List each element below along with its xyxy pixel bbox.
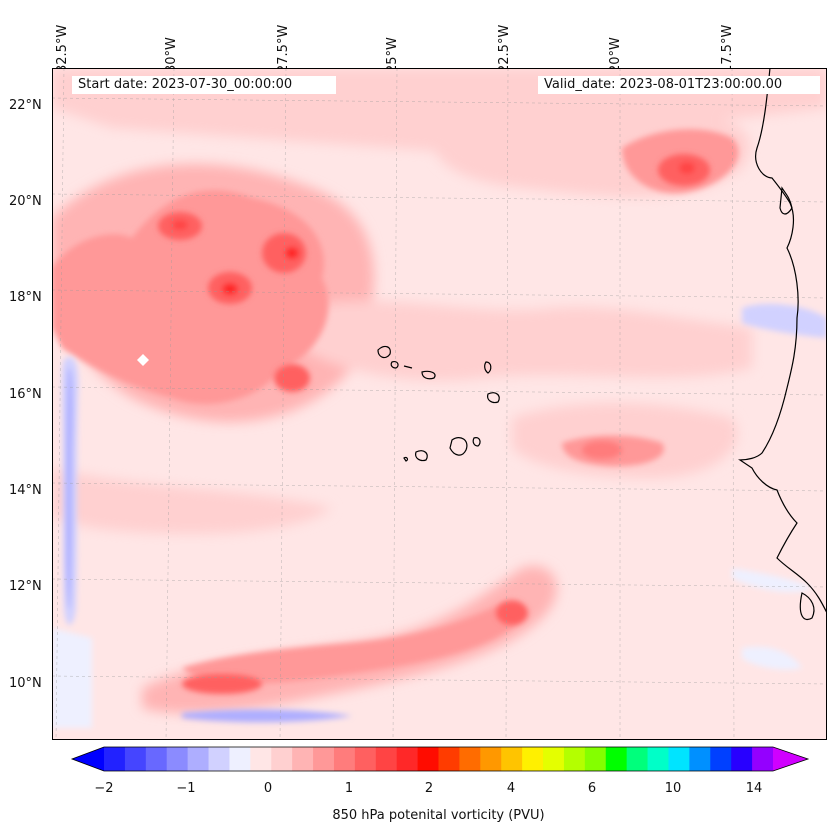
- colorbar-cell: [480, 747, 502, 771]
- graticule: [52, 68, 827, 740]
- colorbar-tick: 2: [424, 781, 434, 796]
- cape-verde-islands: [377, 345, 500, 462]
- colorbar-cell: [501, 747, 523, 771]
- colorbar-cell: [417, 747, 439, 771]
- lon-label-17-5w: 17.5°W: [720, 24, 735, 73]
- lat-label-16n: 16°N: [9, 387, 42, 402]
- start-date-label: Start date: 2023-07-30_00:00:00: [72, 76, 336, 94]
- storm-center-marker: [137, 354, 149, 366]
- colorbar-cell: [752, 747, 774, 771]
- colorbar-cell: [145, 747, 168, 771]
- lat-label-20n: 20°N: [9, 194, 42, 209]
- valid-date-label: Valid_date: 2023-08-01T23:00:00.00: [538, 76, 820, 94]
- map-frame: [52, 68, 827, 740]
- colorbar-extend-max: [773, 747, 808, 771]
- colorbar-extend-min: [72, 747, 104, 771]
- colorbar-cell: [668, 747, 690, 771]
- colorbar-cell: [124, 747, 147, 771]
- colorbar-label: 850 hPa potenital vorticity (PVU): [332, 808, 545, 823]
- colorbar-tick: 6: [587, 781, 597, 796]
- colorbar-cell: [522, 747, 544, 771]
- pv-contours-high: [158, 154, 710, 694]
- colorbar-cell: [710, 747, 732, 771]
- colorbar-cell: [313, 747, 335, 771]
- colorbar-tick: 10: [664, 781, 682, 796]
- colorbar-cell: [333, 747, 356, 771]
- colorbar-cell: [689, 747, 711, 771]
- lat-label-14n: 14°N: [9, 483, 42, 498]
- lon-label-22-5w: 22.5°W: [497, 24, 512, 73]
- colorbar-cell: [563, 747, 586, 771]
- colorbar-tick: 1: [344, 781, 354, 796]
- colorbar-cell: [647, 747, 669, 771]
- colorbar-cell: [396, 747, 419, 771]
- lon-label-27-5w: 27.5°W: [276, 24, 291, 73]
- lat-label-22n: 22°N: [9, 98, 42, 113]
- colorbar-cell: [354, 747, 377, 771]
- colorbar-cells: [70, 746, 810, 772]
- coastlines: [738, 68, 827, 621]
- colorbar-cell: [271, 747, 293, 771]
- colorbar-cell: [731, 747, 753, 771]
- colorbar-cell: [605, 747, 628, 771]
- colorbar-cell: [543, 747, 565, 771]
- colorbar-cell: [208, 747, 230, 771]
- colorbar-tick: 0: [263, 781, 273, 796]
- colorbar-tick: −2: [94, 781, 114, 796]
- lat-label-10n: 10°N: [9, 676, 42, 691]
- colorbar-cell: [187, 747, 210, 771]
- pv-map: [52, 68, 827, 740]
- lon-label-32-5w: 32.5°W: [55, 24, 70, 73]
- colorbar-tick: 14: [745, 781, 763, 796]
- colorbar-cell: [292, 747, 314, 771]
- lat-label-18n: 18°N: [9, 290, 42, 305]
- colorbar-cell: [375, 747, 398, 771]
- colorbar-cell: [229, 747, 251, 771]
- colorbar-cell: [459, 747, 481, 771]
- colorbar-cell: [250, 747, 272, 771]
- lat-label-12n: 12°N: [9, 579, 42, 594]
- colorbar-tick: −1: [176, 781, 196, 796]
- colorbar-cell: [166, 747, 189, 771]
- colorbar-cell: [626, 747, 649, 771]
- colorbar-cell: [584, 747, 607, 771]
- colorbar-tick: 4: [506, 781, 516, 796]
- colorbar-cell: [438, 747, 460, 771]
- colorbar-cell: [104, 747, 126, 771]
- colorbar-outline: [70, 746, 810, 772]
- colorbar: [70, 746, 810, 772]
- pv-contours-negative: [52, 303, 827, 728]
